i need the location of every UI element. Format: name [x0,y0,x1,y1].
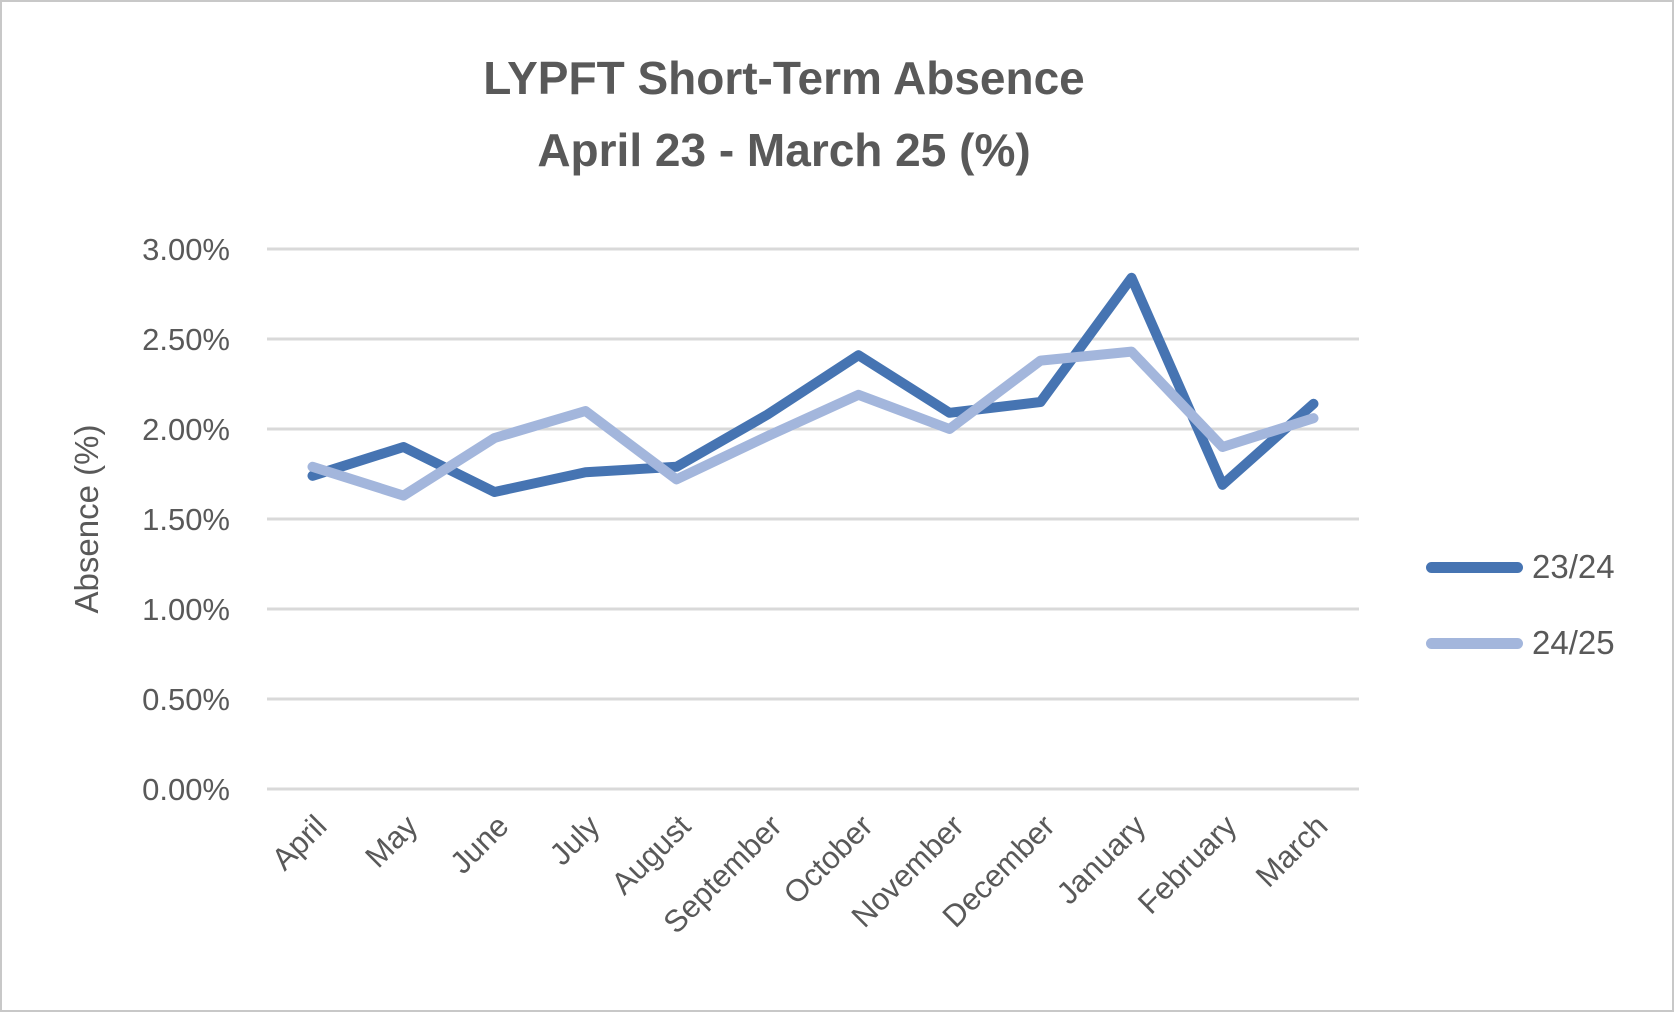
y-axis-tick-label: 0.00% [142,772,230,807]
chart-title-line2: April 23 - March 25 (%) [537,124,1031,176]
x-axis-tick-label: April [265,808,334,877]
chart-title-line1: LYPFT Short-Term Absence [483,52,1085,104]
y-axis-tick-label: 1.50% [142,502,230,537]
legend-line-swatch-23-24 [1426,561,1523,573]
x-axis-tick-label: June [443,808,515,880]
x-axis-tick-label: May [358,808,425,875]
legend-line-swatch-24-25 [1426,637,1523,649]
series-line-23-24 [307,272,1319,497]
legend-item-23-24: 23/24 [1426,546,1615,588]
x-axis-tick-label: July [543,808,607,872]
y-axis-tick-label: 2.50% [142,322,230,357]
legend-label-23-24: 23/24 [1532,548,1615,585]
series-line-24-25 [307,346,1319,501]
y-axis-tick-label: 0.50% [142,682,230,717]
x-axis-tick-label: March [1249,808,1335,894]
x-axis-tick-label: February [1131,808,1244,921]
y-axis-tick-label: 1.00% [142,592,230,627]
legend: 23/24 24/25 [1426,546,1615,664]
chart-title: LYPFT Short-Term Absence April 23 - Marc… [2,42,1566,186]
y-axis-title: Absence (%) [68,425,105,614]
y-axis-tick-label: 3.00% [142,232,230,267]
y-axis-tick-label: 2.00% [142,412,230,447]
legend-item-24-25: 24/25 [1426,622,1615,664]
legend-label-24-25: 24/25 [1532,624,1615,661]
